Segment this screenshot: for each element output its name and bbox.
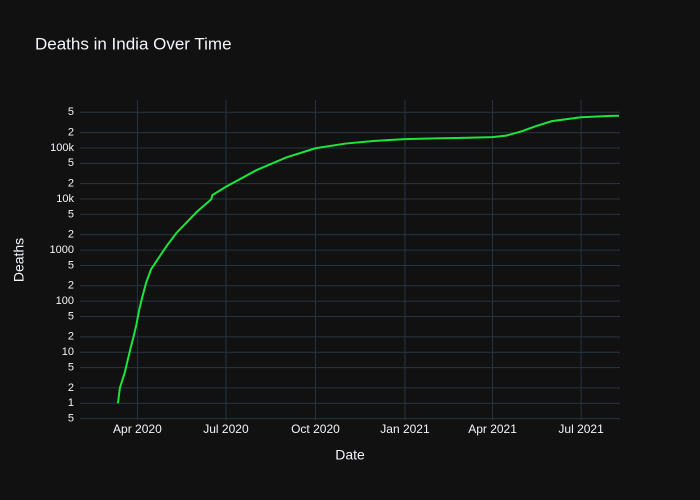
x-tick-label: Jul 2020 xyxy=(203,422,249,436)
y-tick-label: 5 xyxy=(68,310,74,322)
data-line xyxy=(116,114,620,404)
x-tick-label: Apr 2021 xyxy=(468,422,517,436)
y-tick-label: 2 xyxy=(68,331,74,343)
x-tick-label: Jan 2021 xyxy=(380,422,430,436)
y-tick-label: 100 xyxy=(56,295,74,307)
y-tick-label: 5 xyxy=(68,259,74,271)
x-tick-label: Jul 2021 xyxy=(558,422,604,436)
y-tick-label: 1 xyxy=(68,397,74,409)
y-axis-title: Deaths xyxy=(11,238,27,282)
y-tick-label: 2 xyxy=(68,178,74,190)
y-tick-label: 2 xyxy=(68,280,74,292)
y-tick-label: 1000 xyxy=(50,244,74,256)
y-tick-label: 5 xyxy=(68,208,74,220)
y-tick-label: 10k xyxy=(56,193,74,205)
y-tick-label: 5 xyxy=(68,413,74,425)
y-tick-label: 5 xyxy=(68,106,74,118)
x-tick-label: Apr 2020 xyxy=(113,422,162,436)
y-tick-label: 2 xyxy=(68,127,74,139)
y-tick-label: 100k xyxy=(50,142,74,154)
y-tick-label: 5 xyxy=(68,361,74,373)
y-tick-label: 2 xyxy=(68,229,74,241)
chart-title: Deaths in India Over Time xyxy=(35,34,232,53)
y-tick-label: 5 xyxy=(68,157,74,169)
x-tick-label: Oct 2020 xyxy=(291,422,340,436)
y-tick-label: 2 xyxy=(68,382,74,394)
x-axis-title: Date xyxy=(335,447,365,463)
y-tick-label: 10 xyxy=(62,346,74,358)
